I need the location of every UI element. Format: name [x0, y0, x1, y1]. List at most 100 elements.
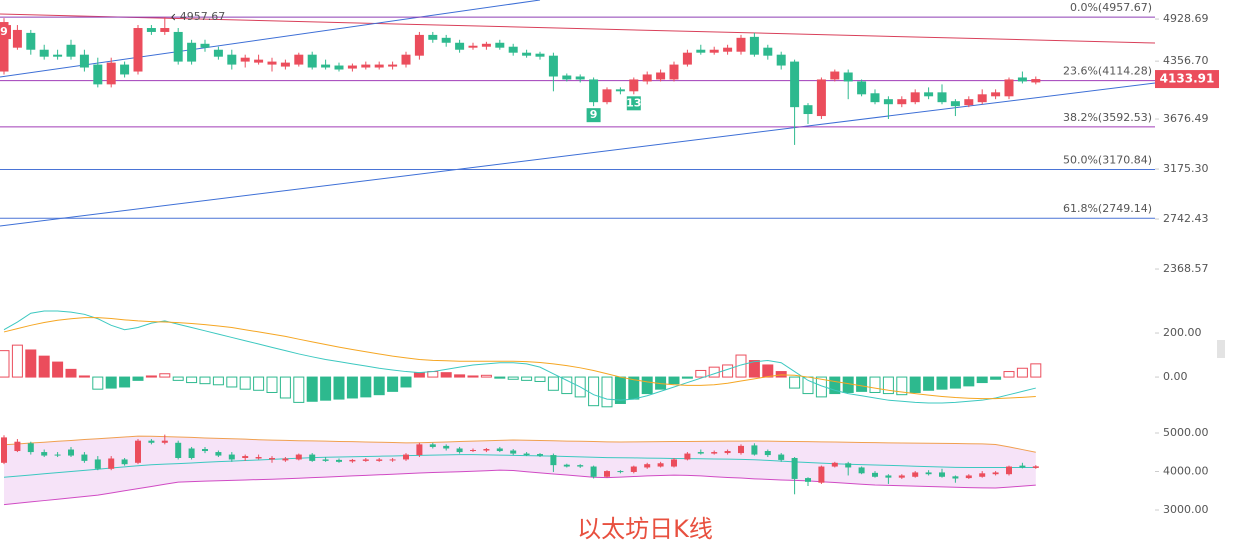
- candle-body: [202, 449, 208, 452]
- macd-bar: [923, 376, 935, 391]
- candle-body: [738, 445, 744, 454]
- band-line: [3, 469, 1036, 506]
- candle-body: [924, 92, 934, 97]
- candle-body: [26, 32, 36, 50]
- band-line: [3, 435, 1036, 453]
- candle-body: [173, 31, 183, 62]
- candle-body: [12, 29, 22, 48]
- candle-body: [81, 454, 88, 461]
- candle-body: [548, 55, 558, 77]
- candle-body: [295, 454, 302, 460]
- candle-body: [481, 43, 491, 47]
- macd-line: [3, 317, 1036, 400]
- macd-bar: [387, 376, 399, 392]
- candle-body: [872, 472, 878, 477]
- candle-body: [336, 459, 342, 462]
- candle-body: [550, 455, 557, 466]
- candle-body: [188, 448, 195, 458]
- candle-body: [133, 28, 143, 72]
- y-tick-label: 2742.43: [1163, 212, 1209, 225]
- candle-body: [615, 89, 625, 92]
- sequence-tag: [0, 25, 11, 40]
- y-tick-label: 4928.69: [1163, 12, 1209, 25]
- macd-bar: [132, 376, 144, 381]
- candle-body: [602, 89, 612, 103]
- candle-body: [1019, 465, 1026, 468]
- macd-bar: [976, 376, 988, 384]
- macd-bar: [695, 369, 707, 378]
- candle-body: [751, 445, 758, 455]
- macd-bar: [65, 368, 77, 378]
- last-price-box: [1155, 70, 1219, 89]
- macd-bar: [869, 376, 881, 393]
- macd-bar: [789, 376, 801, 389]
- candle-body: [160, 28, 170, 32]
- candle-body: [642, 74, 652, 82]
- macd-bar: [896, 376, 908, 396]
- candle-body: [441, 37, 451, 43]
- macd-bar: [601, 376, 613, 408]
- macd-bar: [561, 376, 573, 395]
- macd-bar: [159, 373, 171, 378]
- candle-body: [27, 443, 34, 453]
- candle-body: [589, 79, 599, 103]
- max-label: 4957.67: [180, 10, 226, 23]
- candle-body: [414, 34, 424, 56]
- candle-body: [428, 34, 438, 40]
- macd-bar: [226, 376, 238, 388]
- candle-body: [54, 454, 61, 456]
- candle-body: [992, 472, 999, 475]
- macd-bar: [11, 344, 23, 378]
- candle-body: [590, 466, 597, 477]
- macd-bar: [78, 375, 90, 378]
- macd-bar: [186, 376, 198, 384]
- macd-bar: [38, 355, 50, 378]
- candle-body: [200, 43, 210, 48]
- macd-bar: [52, 361, 64, 378]
- macd-bar: [882, 376, 894, 395]
- macd-bar: [802, 376, 814, 395]
- trend-line: [0, 13, 1156, 44]
- candle-body: [374, 64, 384, 68]
- macd-bar: [748, 360, 760, 378]
- candle-body: [925, 472, 932, 475]
- macd-bar: [990, 376, 1002, 380]
- macd-bar: [856, 376, 868, 392]
- macd-bar: [92, 376, 104, 390]
- candle-body: [215, 452, 222, 456]
- candle-body: [1006, 466, 1012, 475]
- macd-bar: [909, 376, 921, 393]
- macd-bar: [534, 376, 546, 382]
- y-tick-label: 3676.49: [1163, 112, 1209, 125]
- band-fill: [4, 436, 1036, 505]
- macd-bar: [346, 376, 358, 399]
- macd-bar: [360, 376, 372, 398]
- macd-bar: [454, 374, 466, 378]
- trend-line: [0, 0, 541, 78]
- candle-body: [535, 53, 545, 57]
- candle-body: [349, 459, 356, 462]
- candle-body: [496, 448, 503, 452]
- candle-body: [362, 459, 369, 461]
- macd-bar: [253, 376, 265, 391]
- fib-label: 38.2%(3592.53): [1063, 111, 1152, 124]
- macd-bar: [842, 376, 854, 393]
- macd-bar: [963, 376, 975, 387]
- candle-body: [120, 64, 130, 75]
- side-tab: [1217, 340, 1225, 358]
- macd-bar: [145, 375, 157, 378]
- candle-body: [53, 54, 63, 57]
- candle-body: [175, 442, 182, 458]
- macd-bar: [440, 372, 452, 378]
- candle-body: [805, 478, 811, 482]
- candle-body: [389, 459, 396, 461]
- y-tick-label: 4356.70: [1163, 54, 1209, 67]
- candle-body: [577, 465, 584, 467]
- candle-body: [376, 459, 383, 461]
- candle-body: [845, 463, 852, 468]
- macd-bar: [320, 376, 332, 401]
- candle-body: [254, 59, 264, 63]
- y-tick-label: 5000.00: [1163, 426, 1209, 439]
- macd-bar: [105, 376, 117, 389]
